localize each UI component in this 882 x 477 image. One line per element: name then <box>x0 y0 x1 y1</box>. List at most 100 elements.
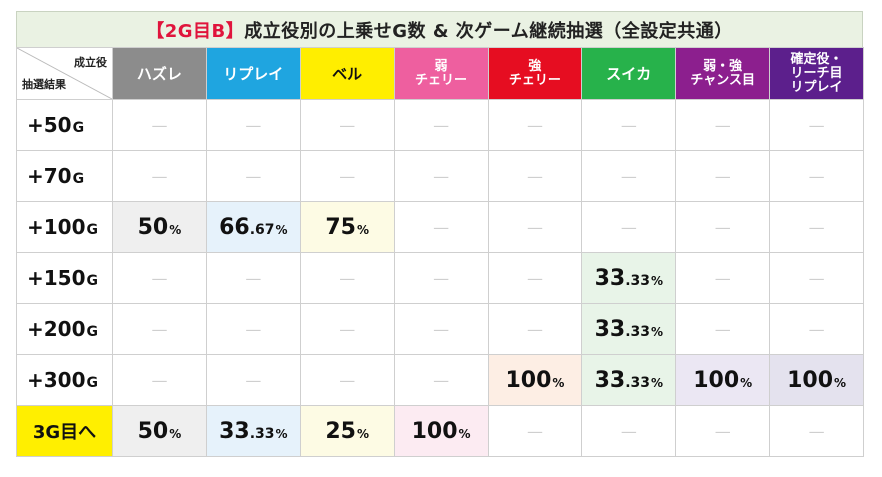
corner-cell: 成立役 抽選結果 <box>16 47 113 100</box>
column-header: 強 チェリー <box>487 47 583 100</box>
empty-cell: — <box>393 150 489 202</box>
percent-sign: % <box>169 222 182 237</box>
empty-cell: — <box>205 354 301 406</box>
row-label-unit: G <box>72 120 85 136</box>
column-header: ベル <box>299 47 395 100</box>
empty-cell: — <box>769 252 864 304</box>
value-integer: 100 <box>787 367 834 393</box>
table-row: +300G — — — —100% 33.33% 100% 100% <box>16 354 864 406</box>
empty-cell: — <box>487 252 583 304</box>
empty-cell: — <box>112 252 207 304</box>
value-integer: 33 <box>594 316 626 342</box>
percent-sign: % <box>651 273 664 288</box>
table-row: +100G 50% 66.67% 75% — — — — — <box>16 201 864 253</box>
empty-cell: — <box>581 405 677 457</box>
empty-cell: — <box>581 99 677 151</box>
row-label-unit: G <box>72 171 85 187</box>
value-cell: 33.33% <box>581 252 677 304</box>
value-cell: 33.33% <box>205 405 301 457</box>
value-decimal: .67 <box>249 221 275 238</box>
value-decimal: .33 <box>625 272 651 289</box>
empty-cell: — <box>393 201 489 253</box>
percent-sign: % <box>740 375 753 390</box>
row-label-unit: G <box>86 222 99 238</box>
percent-sign: % <box>834 375 847 390</box>
header-row: 成立役 抽選結果 ハズレ リプレイ ベル弱 チェリー強 チェリー スイカ 弱・強 チャン… <box>16 47 864 100</box>
value-integer: 33 <box>594 367 626 393</box>
value-cell: 50% <box>112 405 207 457</box>
row-label-unit: G <box>86 375 99 391</box>
empty-cell: — <box>393 99 489 151</box>
empty-cell: — <box>205 150 301 202</box>
percent-sign: % <box>356 426 370 441</box>
value-integer: 50 <box>137 418 169 444</box>
percent-sign: % <box>169 426 182 441</box>
value-cell: 100% <box>769 354 864 406</box>
corner-bottom-label: 抽選結果 <box>22 78 66 91</box>
row-label-text: +50 <box>27 113 72 137</box>
value-integer: 25 <box>325 418 356 444</box>
value-cell: 50% <box>112 201 207 253</box>
empty-cell: — <box>581 201 677 253</box>
value-cell: 100% <box>393 405 489 457</box>
row-label: 3G目へ <box>16 405 113 457</box>
empty-cell: — <box>112 150 207 202</box>
empty-cell: — <box>769 405 864 457</box>
table-row: 3G目へ 50% 33.33% 25% 100% — — — — <box>16 405 864 457</box>
empty-cell: — <box>581 150 677 202</box>
title-text: 成立役別の上乗せG数 & 次ゲーム継続抽選（全設定共通） <box>244 20 733 42</box>
empty-cell: — <box>487 303 583 355</box>
empty-cell: — <box>487 201 583 253</box>
empty-cell: — <box>393 354 489 406</box>
percent-sign: % <box>552 375 565 390</box>
row-label-text: +70 <box>27 164 72 188</box>
row-label-text: 3G目へ <box>32 422 97 443</box>
row-label-text: +300 <box>27 368 86 392</box>
value-cell: 75% <box>299 201 395 253</box>
empty-cell: — <box>675 150 771 202</box>
percent-sign: % <box>458 426 471 441</box>
row-label-unit: G <box>86 324 99 340</box>
column-header: 確定役・ リーチ目 リプレイ <box>769 47 864 100</box>
value-cell: 100% <box>675 354 771 406</box>
table-row: +200G — — — — —33.33% — — <box>16 303 864 355</box>
title-tag: 【2G目B】 <box>146 20 245 42</box>
empty-cell: — <box>487 150 583 202</box>
value-cell: 33.33% <box>581 354 677 406</box>
empty-cell: — <box>393 303 489 355</box>
empty-cell: — <box>299 150 395 202</box>
value-integer: 66 <box>219 214 250 240</box>
percent-sign: % <box>651 324 664 339</box>
value-integer: 75 <box>325 214 356 240</box>
value-integer: 33 <box>219 418 250 444</box>
row-label: +300G <box>16 354 113 406</box>
empty-cell: — <box>112 303 207 355</box>
empty-cell: — <box>299 354 395 406</box>
empty-cell: — <box>487 405 583 457</box>
empty-cell: — <box>205 99 301 151</box>
empty-cell: — <box>299 303 395 355</box>
probability-table: 成立役 抽選結果 ハズレ リプレイ ベル弱 チェリー強 チェリー スイカ 弱・強 チャン… <box>16 47 864 457</box>
column-header: 弱 チェリー <box>393 47 489 100</box>
percent-sign: % <box>275 222 288 237</box>
empty-cell: — <box>393 252 489 304</box>
table-row: +70G — — — — — — — — <box>16 150 864 202</box>
empty-cell: — <box>205 252 301 304</box>
table-row: +50G — — — — — — — — <box>16 99 864 151</box>
row-label-text: +100 <box>27 215 86 239</box>
value-cell: 33.33% <box>581 303 677 355</box>
row-label: +70G <box>16 150 113 202</box>
value-integer: 33 <box>594 265 626 291</box>
value-integer: 100 <box>411 418 458 444</box>
empty-cell: — <box>769 303 864 355</box>
empty-cell: — <box>112 99 207 151</box>
value-cell: 100% <box>487 354 583 406</box>
empty-cell: — <box>675 252 771 304</box>
table-container: 【2G目B】 成立役別の上乗せG数 & 次ゲーム継続抽選（全設定共通） 成立役 … <box>16 11 864 457</box>
row-label: +200G <box>16 303 113 355</box>
empty-cell: — <box>487 99 583 151</box>
row-label: +50G <box>16 99 113 151</box>
empty-cell: — <box>299 99 395 151</box>
table-row: +150G — — — — —33.33% — — <box>16 252 864 304</box>
percent-sign: % <box>651 375 664 390</box>
